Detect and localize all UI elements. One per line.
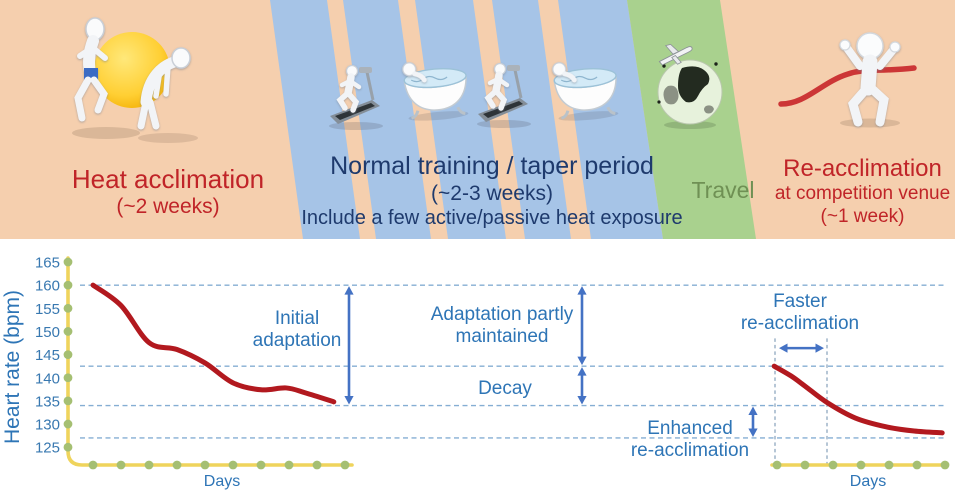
finish-ribbon-icon bbox=[778, 65, 917, 107]
phase-title: Heat acclimation bbox=[71, 164, 265, 194]
axis-dot bbox=[88, 460, 98, 470]
phase-re-acclimation: Re-acclimation at competition venue (~1 … bbox=[760, 155, 955, 228]
y-tick-label: 145 bbox=[35, 347, 60, 364]
phase-subtitle: at competition venue bbox=[774, 183, 951, 204]
axis-dot bbox=[340, 460, 350, 470]
axis-dot bbox=[63, 373, 73, 383]
timeline-background bbox=[0, 0, 955, 239]
arrowhead bbox=[748, 428, 758, 437]
bathtub-icon bbox=[398, 58, 474, 122]
annotation-label: Initial adaptation bbox=[253, 308, 342, 351]
protocol-timeline-band: Heat acclimation (~2 weeks) Normal train… bbox=[0, 0, 955, 239]
y-tick-label: 155 bbox=[35, 301, 60, 318]
runner-icon bbox=[74, 17, 108, 122]
finish-line-illustration bbox=[778, 32, 917, 128]
annotation-label: Adaptation partly maintained bbox=[431, 304, 574, 347]
treadmill-runner-icon bbox=[326, 62, 390, 132]
axis-dot bbox=[63, 280, 73, 290]
axis-dot bbox=[63, 327, 73, 336]
axis-dot bbox=[63, 350, 73, 359]
x-axis-title: Days bbox=[204, 473, 240, 490]
arrowhead bbox=[779, 343, 788, 353]
phase-title: Normal training / taper period bbox=[330, 152, 654, 180]
y-axis-title: Heart rate (bpm) bbox=[1, 290, 24, 444]
axis-dot bbox=[800, 460, 810, 470]
axis-dot bbox=[63, 419, 73, 429]
phase-duration: (~2-3 weeks) bbox=[431, 182, 553, 205]
arrowhead bbox=[577, 367, 587, 376]
y-tick-label: 130 bbox=[35, 417, 60, 434]
bathtub-icon bbox=[548, 58, 624, 122]
arrowhead bbox=[577, 356, 587, 366]
heat-acclimation-curve bbox=[90, 282, 337, 405]
axis-dot bbox=[284, 460, 294, 470]
arrowhead bbox=[577, 286, 587, 295]
axis-dot bbox=[856, 460, 866, 470]
axis-dot bbox=[116, 460, 126, 470]
re-acclimation-curve bbox=[771, 363, 945, 436]
arrowhead bbox=[577, 396, 587, 405]
phase-note: Include a few active/passive heat exposu… bbox=[301, 207, 683, 229]
arrowhead bbox=[815, 343, 824, 353]
heart-rate-chart-area: 165 160 155 150 145 140 135 130 125 Heart rate (b… bbox=[0, 239, 955, 491]
axis-dot bbox=[940, 460, 950, 470]
fatigued-athlete-icon bbox=[137, 47, 191, 130]
airplane-icon bbox=[658, 44, 693, 66]
axis-dot bbox=[144, 460, 154, 470]
travel-globe-illustration bbox=[657, 44, 723, 129]
phase-duration: (~1 week) bbox=[820, 206, 905, 227]
axis-dot bbox=[772, 460, 782, 470]
annotation-label: Faster re-acclimation bbox=[741, 291, 859, 334]
axis-dot bbox=[172, 460, 182, 470]
axis-dot bbox=[912, 460, 922, 470]
axis-dot bbox=[63, 257, 73, 267]
sun-athletes-illustration bbox=[72, 17, 198, 143]
y-tick-label: 150 bbox=[35, 324, 60, 341]
axis-dot bbox=[200, 460, 210, 470]
arrowhead bbox=[344, 286, 354, 295]
arrowhead bbox=[344, 396, 354, 405]
axis-dot bbox=[63, 442, 73, 452]
y-tick-label: 160 bbox=[35, 278, 60, 295]
axis-dot bbox=[312, 460, 322, 470]
treadmill-runner-icon bbox=[474, 60, 538, 130]
arrowhead bbox=[748, 406, 758, 416]
annotation-label: Decay bbox=[478, 378, 532, 399]
y-tick-label: 165 bbox=[35, 255, 60, 272]
phase-title: Re-acclimation bbox=[783, 155, 942, 182]
x-axis-title: Days bbox=[850, 473, 886, 490]
phase-duration: (~2 weeks) bbox=[116, 195, 220, 218]
y-tick-label: 135 bbox=[35, 393, 60, 410]
axis-dot bbox=[63, 303, 73, 313]
phase-travel-label: Travel bbox=[691, 177, 755, 203]
phase-heat-acclimation: Heat acclimation (~2 weeks) bbox=[48, 164, 288, 220]
y-and-left-x-axis bbox=[66, 256, 354, 467]
axis-dot bbox=[63, 396, 73, 406]
finish-line-athlete-icon bbox=[839, 32, 901, 127]
axis-dot bbox=[228, 460, 238, 470]
axis-dot bbox=[828, 460, 838, 470]
annotation-label: Enhanced re-acclimation bbox=[631, 418, 749, 461]
phase-normal-training: Normal training / taper period (~2-3 wee… bbox=[282, 151, 702, 231]
heart-rate-chart: 165 160 155 150 145 140 135 130 125 Heart rate (b… bbox=[1, 255, 950, 490]
axis-dot bbox=[884, 460, 894, 470]
y-tick-label: 125 bbox=[35, 440, 60, 457]
y-tick-label: 140 bbox=[35, 370, 60, 387]
axis-dot bbox=[256, 460, 266, 470]
